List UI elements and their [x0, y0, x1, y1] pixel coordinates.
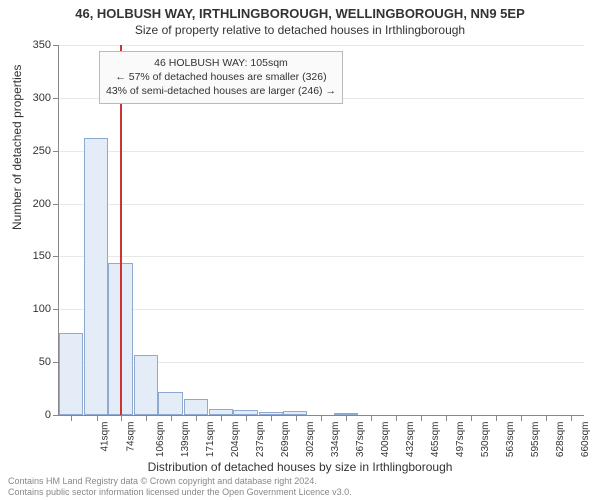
gridline [59, 204, 584, 205]
x-tick-label: 563sqm [505, 422, 516, 458]
y-tick [53, 256, 59, 257]
histogram-bar [184, 399, 208, 415]
x-tick-label: 660sqm [580, 422, 591, 458]
x-tick [546, 415, 547, 421]
x-tick [97, 415, 98, 421]
x-tick [246, 415, 247, 421]
x-tick [121, 415, 122, 421]
x-tick [71, 415, 72, 421]
chart-title-main: 46, HOLBUSH WAY, IRTHLINGBOROUGH, WELLIN… [0, 0, 600, 21]
annotation-line1: 46 HOLBUSH WAY: 105sqm [106, 56, 336, 70]
x-tick [446, 415, 447, 421]
x-tick-label: 171sqm [205, 422, 216, 458]
y-axis-label: Number of detached properties [10, 65, 24, 230]
x-tick-label: 41sqm [100, 422, 111, 452]
x-tick [571, 415, 572, 421]
x-tick [421, 415, 422, 421]
histogram-bar [134, 355, 158, 415]
y-tick-label: 150 [33, 250, 51, 262]
x-tick-label: 595sqm [530, 422, 541, 458]
chart-title-sub: Size of property relative to detached ho… [0, 21, 600, 37]
x-tick-label: 497sqm [455, 422, 466, 458]
x-tick-label: 628sqm [555, 422, 566, 458]
x-tick-label: 269sqm [280, 422, 291, 458]
x-tick [146, 415, 147, 421]
x-tick [321, 415, 322, 421]
y-tick [53, 45, 59, 46]
x-tick [196, 415, 197, 421]
x-tick-label: 237sqm [256, 422, 267, 458]
footer-line1: Contains HM Land Registry data © Crown c… [8, 476, 352, 487]
x-tick [371, 415, 372, 421]
y-tick-label: 50 [39, 356, 51, 368]
chart-plot-area: 05010015020025030035041sqm74sqm106sqm139… [58, 45, 584, 416]
y-tick-label: 250 [33, 145, 51, 157]
x-tick-label: 302sqm [305, 422, 316, 458]
footer-line2: Contains public sector information licen… [8, 487, 352, 498]
histogram-bar [84, 138, 108, 415]
x-tick [396, 415, 397, 421]
x-tick [171, 415, 172, 421]
x-tick-label: 400sqm [380, 422, 391, 458]
x-tick [471, 415, 472, 421]
annotation-line3: 43% of semi-detached houses are larger (… [106, 84, 336, 98]
footer-attribution: Contains HM Land Registry data © Crown c… [8, 476, 352, 498]
y-tick-label: 300 [33, 92, 51, 104]
x-tick [271, 415, 272, 421]
y-tick [53, 98, 59, 99]
x-tick-label: 334sqm [330, 422, 341, 458]
x-tick [346, 415, 347, 421]
x-tick-label: 465sqm [430, 422, 441, 458]
y-tick [53, 151, 59, 152]
x-tick-label: 367sqm [355, 422, 366, 458]
x-tick-label: 530sqm [480, 422, 491, 458]
y-tick-label: 200 [33, 198, 51, 210]
y-tick [53, 309, 59, 310]
x-tick [221, 415, 222, 421]
gridline [59, 151, 584, 152]
histogram-bar [59, 333, 83, 415]
x-axis-label: Distribution of detached houses by size … [0, 460, 600, 474]
gridline [59, 309, 584, 310]
gridline [59, 45, 584, 46]
annotation-box: 46 HOLBUSH WAY: 105sqm ← 57% of detached… [99, 51, 343, 104]
x-tick [296, 415, 297, 421]
y-tick-label: 350 [33, 39, 51, 51]
x-tick-label: 106sqm [155, 422, 166, 458]
gridline [59, 256, 584, 257]
y-tick-label: 100 [33, 303, 51, 315]
annotation-line2: ← 57% of detached houses are smaller (32… [106, 70, 336, 84]
x-tick-label: 204sqm [230, 422, 241, 458]
histogram-bar [158, 392, 182, 415]
x-tick-label: 74sqm [125, 422, 136, 452]
y-tick [53, 415, 59, 416]
x-tick-label: 432sqm [405, 422, 416, 458]
y-tick [53, 204, 59, 205]
x-tick [521, 415, 522, 421]
x-tick [496, 415, 497, 421]
x-tick-label: 139sqm [180, 422, 191, 458]
y-tick-label: 0 [45, 409, 51, 421]
